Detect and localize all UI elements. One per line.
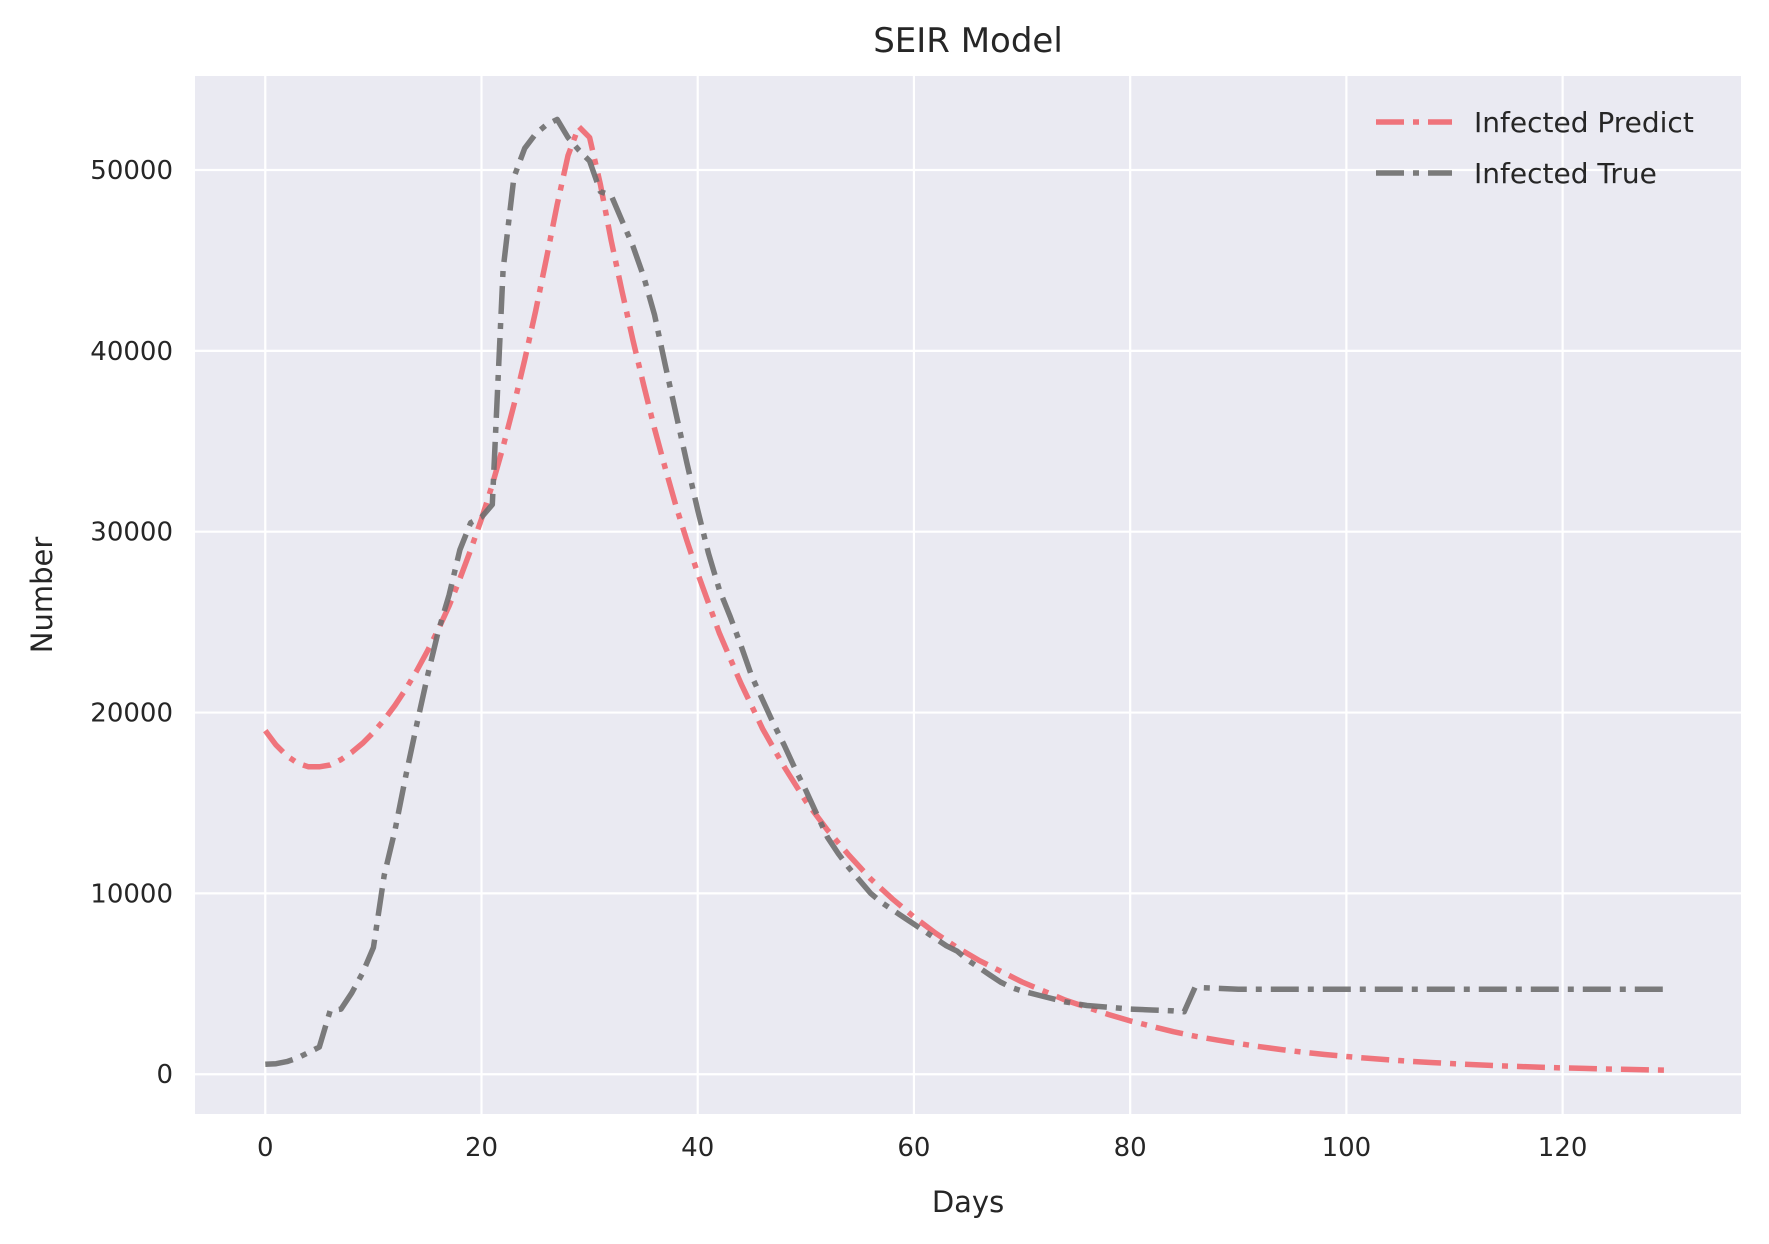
legend-label: Infected True: [1474, 157, 1657, 190]
series-layer: [263, 116, 1671, 1073]
grid-layer: [195, 76, 1741, 1114]
plot-area: [195, 76, 1741, 1114]
y-tick-label: 20000: [90, 699, 173, 729]
y-axis-ticks: 0 10000 20000 30000 40000 50000: [90, 156, 173, 1090]
x-axis-title: Days: [932, 1185, 1004, 1219]
series-line-infected-true: [265, 116, 1671, 1068]
x-tick-label: 40: [681, 1133, 714, 1163]
x-tick-label: 80: [1114, 1133, 1147, 1163]
x-axis-ticks: 0 20 40 60 80 100 120: [257, 1133, 1587, 1163]
legend: Infected Predict Infected True: [1376, 106, 1694, 190]
y-tick-label: 40000: [90, 337, 173, 367]
y-axis-title: Number: [25, 537, 59, 654]
x-tick-label: 0: [257, 1133, 274, 1163]
legend-label: Infected Predict: [1474, 106, 1694, 139]
y-tick-label: 10000: [90, 879, 173, 909]
x-tick-label: 60: [897, 1133, 930, 1163]
y-tick-label: 0: [156, 1060, 173, 1090]
series-line-infected-predict: [263, 123, 1671, 1073]
y-tick-label: 30000: [90, 518, 173, 548]
x-tick-label: 20: [465, 1133, 498, 1163]
x-tick-label: 100: [1322, 1133, 1372, 1163]
x-tick-label: 120: [1538, 1133, 1588, 1163]
y-tick-label: 50000: [90, 156, 173, 186]
chart-title: SEIR Model: [873, 21, 1063, 61]
